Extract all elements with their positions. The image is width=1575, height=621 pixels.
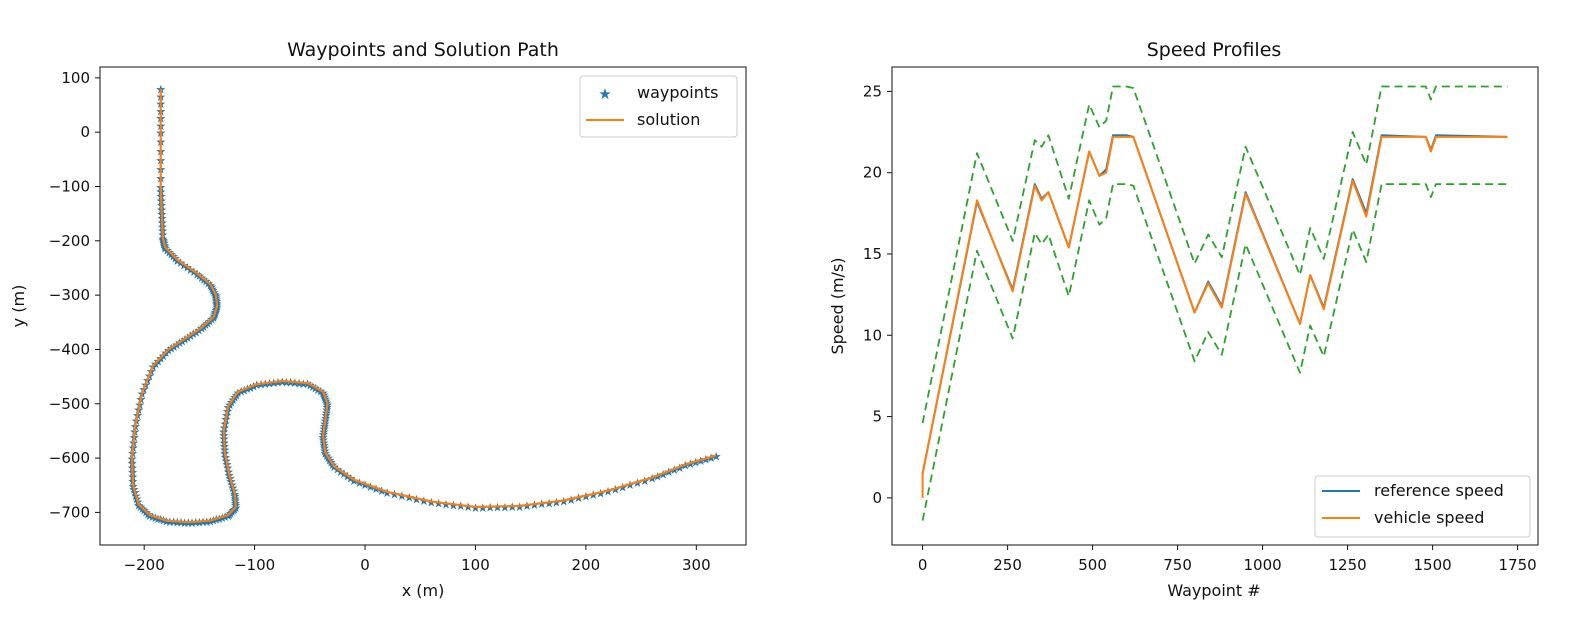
waypoints-y-tick-label: −100 (49, 178, 90, 196)
speed-y-ticks: 0 5 10 15 20 25 (863, 82, 892, 507)
speed-y-tick-label: 5 (872, 408, 882, 426)
waypoints-y-tick-label: 0 (80, 123, 90, 141)
waypoints-x-tick-label: −200 (124, 556, 165, 574)
legend-waypoints-label: waypoints (637, 83, 719, 102)
lower-bound-line (921, 183, 1508, 521)
waypoints-x-tick-label: 300 (682, 556, 711, 574)
waypoints-y-tick-label: −600 (49, 449, 90, 467)
waypoints-x-axis-label: x (m) (402, 581, 445, 600)
waypoints-x-tick-label: 0 (360, 556, 370, 574)
waypoints-y-tick-label: −300 (49, 286, 90, 304)
speed-y-tick-label: 10 (863, 326, 882, 344)
speed-plot-area (921, 85, 1508, 521)
waypoints-y-tick-label: −200 (49, 232, 90, 250)
reference-speed-line (921, 134, 1508, 474)
speed-x-ticks: 0 250 500 750 1000 1250 1500 1750 (918, 545, 1537, 574)
legend-vehicle-label: vehicle speed (1374, 508, 1484, 527)
speed-chart-title: Speed Profiles (1147, 39, 1282, 61)
waypoints-y-tick-label: 100 (61, 69, 90, 87)
legend-waypoints-star-icon: ★ (598, 85, 611, 103)
waypoints-y-axis-label: y (m) (9, 285, 28, 328)
speed-x-tick-label: 750 (1163, 556, 1192, 574)
speed-y-tick-label: 15 (863, 245, 882, 263)
waypoints-x-tick-label: −100 (234, 556, 275, 574)
speed-x-tick-label: 500 (1078, 556, 1107, 574)
waypoints-axes-frame (99, 66, 747, 546)
waypoints-legend: ★ waypoints solution (579, 75, 738, 138)
waypoints-y-ticks: 100 0 −100 −200 −300 −400 −500 −600 −700 (49, 69, 100, 521)
waypoints-legend-box (579, 75, 738, 138)
legend-solution-label: solution (637, 110, 700, 129)
speed-x-axis-label: Waypoint # (1167, 581, 1260, 600)
speed-x-tick-label: 1500 (1414, 556, 1452, 574)
speed-y-tick-label: 20 (863, 164, 882, 182)
vehicle-speed-line (921, 135, 1508, 498)
speed-y-axis-label: Speed (m/s) (828, 257, 847, 354)
waypoints-x-tick-label: 200 (572, 556, 601, 574)
upper-bound-line (921, 85, 1508, 424)
waypoints-chart: Waypoints and Solution Path ★★★★★★★★★★★★… (9, 39, 747, 600)
waypoints-plot-area: ★★★★★★★★★★★★★★★★★★★★★★★★★★★★★★★★★★★★★★★★… (127, 83, 722, 530)
waypoints-x-tick-label: 100 (461, 556, 490, 574)
waypoints-chart-title: Waypoints and Solution Path (287, 39, 559, 61)
speed-y-tick-label: 0 (872, 489, 882, 507)
waypoints-y-tick-label: −700 (49, 503, 90, 521)
speed-chart: Speed Profiles 0 250 500 750 1000 1250 1500 175… (828, 39, 1539, 600)
speed-x-tick-label: 250 (993, 556, 1022, 574)
waypoints-y-tick-label: −400 (49, 340, 90, 358)
solution-line (130, 88, 717, 524)
speed-legend: reference speed vehicle speed (1314, 475, 1531, 538)
speed-x-tick-label: 1250 (1329, 556, 1367, 574)
speed-x-tick-label: 1000 (1244, 556, 1282, 574)
legend-reference-label: reference speed (1374, 481, 1504, 500)
waypoints-y-tick-label: −500 (49, 395, 90, 413)
speed-legend-box (1314, 475, 1531, 538)
speed-x-tick-label: 0 (918, 556, 928, 574)
waypoints-x-ticks: −200 −100 0 100 200 300 (124, 545, 711, 574)
speed-x-tick-label: 1750 (1499, 556, 1537, 574)
speed-axes-frame (891, 66, 1539, 546)
speed-y-tick-label: 25 (863, 82, 882, 100)
